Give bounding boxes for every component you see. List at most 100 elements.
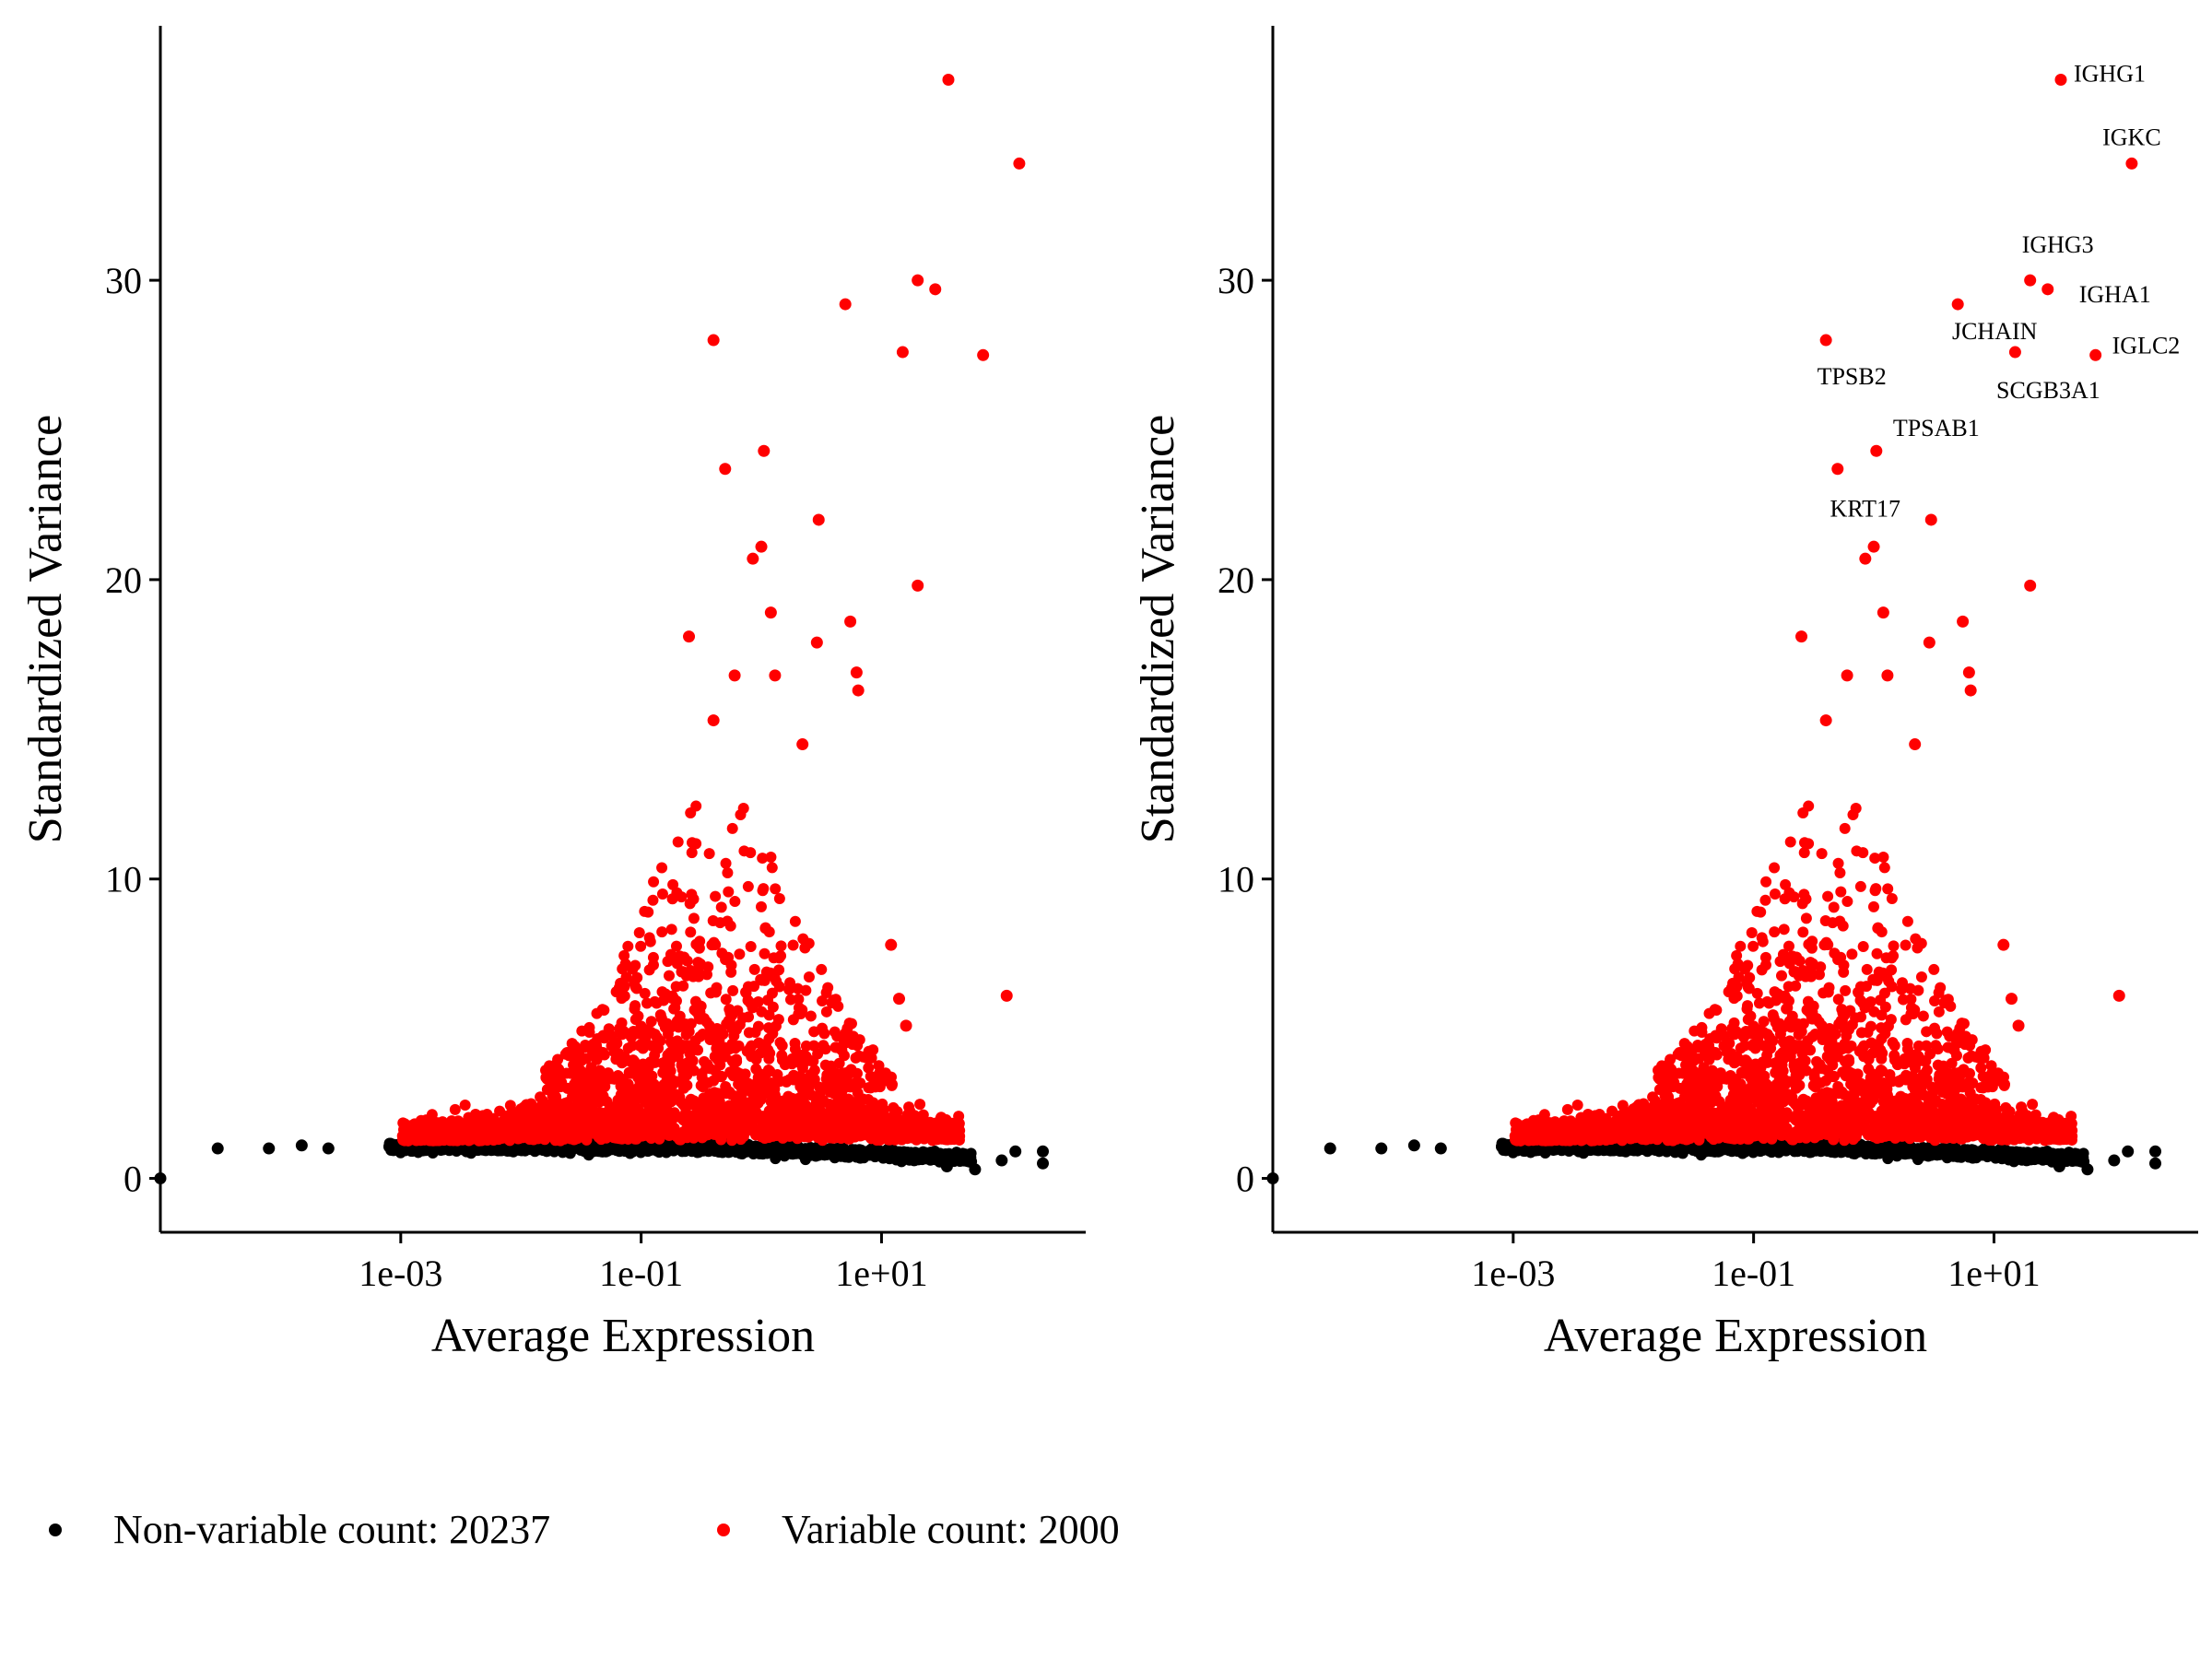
- point-variable: [726, 822, 738, 834]
- x-tick-label: 1e-03: [359, 1253, 442, 1294]
- point-variable: [632, 1091, 644, 1103]
- point-variable: [720, 994, 732, 1006]
- point-variable: [701, 1059, 713, 1071]
- y-tick-label: 0: [124, 1159, 142, 1200]
- point-nonvariable: [516, 1143, 528, 1155]
- x-tick-label: 1e+01: [835, 1253, 927, 1294]
- point-nonvariable: [855, 1146, 867, 1158]
- point-variable: [734, 948, 746, 960]
- point-variable: [677, 1112, 688, 1124]
- point-variable: [758, 1041, 770, 1053]
- point-variable: [554, 1124, 566, 1135]
- point-variable: [752, 1098, 764, 1110]
- point-nonvariable: [812, 1144, 824, 1156]
- point-variable: [921, 1131, 933, 1143]
- point-variable: [622, 940, 634, 952]
- point-variable: [782, 1090, 794, 1102]
- point-variable: [853, 1099, 865, 1111]
- point-variable: [400, 1131, 412, 1143]
- point-variable: [792, 1054, 804, 1066]
- point-variable: [670, 981, 682, 993]
- point-variable: [641, 1092, 653, 1104]
- point-variable: [458, 1132, 470, 1144]
- point-variable: [793, 1092, 805, 1104]
- point-variable: [527, 1134, 539, 1146]
- point-variable: [695, 1101, 707, 1113]
- point-variable: [502, 1130, 514, 1142]
- point-variable: [459, 1099, 471, 1111]
- point-nonvariable: [757, 1143, 769, 1155]
- point-variable: [663, 970, 675, 982]
- point-variable: [865, 1110, 877, 1122]
- x-axis-title: Average Expression: [431, 1310, 815, 1362]
- point-variable: [582, 1111, 594, 1123]
- point-variable: [825, 1100, 837, 1112]
- x-tick-label: 1e-01: [599, 1253, 683, 1294]
- point-nonvariable: [799, 1145, 811, 1157]
- point-variable: [656, 888, 668, 900]
- point-variable: [787, 939, 799, 951]
- point-variable: [594, 1093, 606, 1105]
- point-variable: [724, 920, 736, 932]
- point-variable: [476, 1133, 488, 1145]
- point-variable: [893, 1113, 905, 1125]
- point-variable: [724, 1087, 735, 1099]
- point-variable: [722, 867, 734, 879]
- point-variable: [767, 1090, 779, 1102]
- point-variable: [706, 1108, 718, 1120]
- point-variable: [569, 1113, 581, 1125]
- point-variable: [797, 1105, 809, 1117]
- point-variable: [635, 940, 647, 952]
- point-variable: [643, 964, 655, 976]
- point-variable: [843, 1104, 855, 1116]
- point-variable: [675, 1134, 687, 1146]
- point-variable: [888, 1101, 900, 1113]
- point-variable: [526, 1103, 538, 1115]
- point-variable: [790, 1120, 802, 1132]
- point-variable: [865, 1121, 877, 1133]
- point-variable: [739, 1099, 751, 1111]
- point-variable: [399, 1122, 411, 1134]
- point-variable: [703, 848, 715, 860]
- point-variable: [539, 1134, 551, 1146]
- point-variable: [912, 1123, 924, 1135]
- point-variable: [468, 1113, 480, 1125]
- point-variable: [774, 1115, 786, 1127]
- point-variable: [765, 1077, 777, 1088]
- point-variable: [417, 1131, 429, 1143]
- point-variable: [743, 1081, 755, 1093]
- point-variable: [677, 1082, 689, 1094]
- point-variable: [789, 915, 801, 927]
- point-variable: [740, 986, 752, 998]
- point-nonvariable: [830, 1148, 842, 1160]
- point-variable: [629, 1105, 641, 1117]
- point-variable: [758, 1111, 770, 1123]
- point-variable: [647, 894, 659, 906]
- point-variable: [514, 1115, 526, 1127]
- point-variable: [685, 807, 697, 819]
- point-variable: [449, 1103, 461, 1115]
- point-variable: [911, 1134, 923, 1146]
- point-variable: [658, 1078, 670, 1090]
- point-variable: [803, 971, 815, 983]
- point-variable: [747, 1002, 759, 1014]
- point-variable: [548, 1111, 560, 1123]
- point-variable: [647, 951, 659, 963]
- y-tick-label: 20: [105, 559, 142, 601]
- point-nonvariable: [942, 1150, 954, 1162]
- point-variable: [773, 952, 785, 964]
- point-variable: [773, 893, 785, 905]
- point-variable: [477, 1115, 489, 1127]
- point-variable: [882, 1127, 894, 1139]
- point-variable: [808, 1026, 820, 1038]
- point-variable: [808, 1040, 820, 1052]
- point-variable: [727, 984, 739, 996]
- point-variable: [692, 1044, 704, 1056]
- point-variable: [829, 1132, 841, 1144]
- point-nonvariable: [954, 1155, 966, 1167]
- point-variable: [569, 1131, 581, 1143]
- y-axis-title: Standardized Variance: [19, 415, 72, 843]
